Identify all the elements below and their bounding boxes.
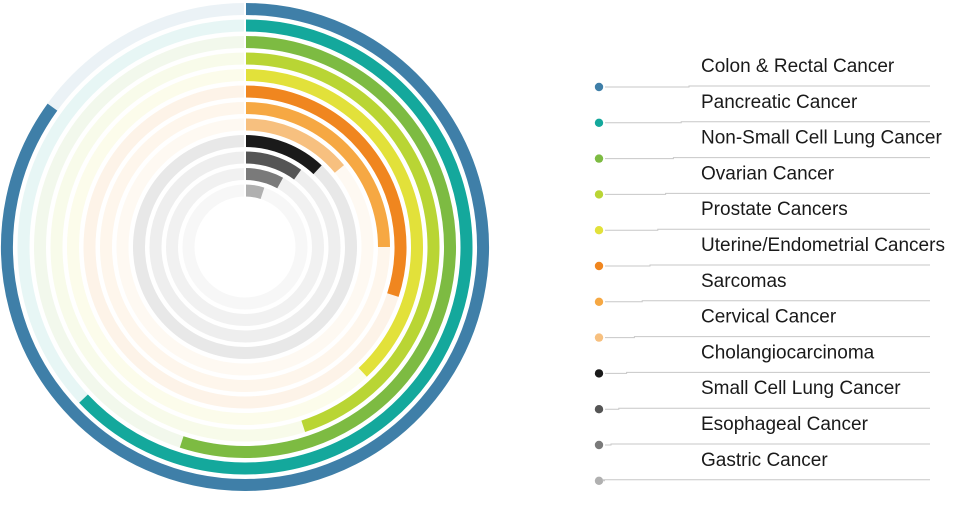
legend-label-10: Small Cell Lung Cancer: [701, 378, 901, 399]
legend-dot-8: [594, 333, 604, 342]
legend-dot-9: [594, 369, 604, 378]
ring-arc-6: [244, 85, 407, 297]
ring-arc-7: [244, 102, 390, 248]
legend-label-11: Esophageal Cancer: [701, 414, 869, 435]
ring-arc-8: [244, 118, 345, 173]
legend-connector-8: [605, 336, 930, 339]
legend-dot-10: [594, 405, 604, 414]
ring-arc-9: [244, 135, 322, 175]
legend-label-12: Gastric Cancer: [701, 450, 828, 471]
ring-arc-11: [244, 168, 284, 189]
legend-label-6: Uterine/Endometrial Cancers: [701, 235, 945, 256]
legend-label-2: Pancreatic Cancer: [701, 92, 858, 113]
legend-label-3: Non-Small Cell Lung Cancer: [701, 128, 942, 149]
legend-dot-11: [594, 440, 604, 450]
legend-dot-3: [594, 154, 604, 163]
legend-label-7: Sarcomas: [701, 271, 787, 292]
ring-arc-1: [1, 3, 489, 491]
legend-group: Colon & Rectal Cancer Pancreatic Cancer No…: [594, 56, 945, 485]
legend-dot-7: [594, 297, 604, 306]
legend-connector-11: [605, 443, 930, 446]
ring-track-12: [182, 184, 308, 310]
legend-connector-6: [605, 264, 930, 267]
ring-arc-4: [244, 52, 440, 432]
ring-arc-5: [244, 69, 423, 377]
ring-arc-3: [179, 36, 456, 458]
legend-dot-12: [594, 476, 604, 485]
legend-dot-6: [594, 261, 604, 271]
legend-label-9: Cholangiocarcinoma: [701, 342, 875, 363]
legend-connector-1: [605, 85, 930, 88]
legend-dot-2: [594, 118, 604, 128]
legend-dot-5: [594, 226, 604, 235]
legend-connector-4: [605, 192, 930, 195]
ring-arc-10: [244, 151, 302, 180]
ring-arc-2: [79, 19, 473, 475]
legend-connector-9: [605, 371, 930, 374]
legend-connector-7: [605, 300, 930, 303]
legend-dot-1: [594, 82, 604, 92]
legend-connector-5: [605, 228, 930, 231]
ring-arc-12: [244, 184, 265, 200]
legend-connector-10: [605, 407, 930, 410]
legend-connector-2: [605, 121, 930, 124]
legend-connector-12: [602, 479, 930, 482]
legend-label-4: Ovarian Cancer: [701, 163, 835, 184]
legend-label-1: Colon & Rectal Cancer: [701, 56, 895, 77]
legend-dot-4: [594, 190, 604, 199]
legend-connector-3: [605, 157, 930, 160]
legend-label-8: Cervical Cancer: [701, 307, 837, 328]
legend-label-5: Prostate Cancers: [701, 199, 848, 220]
